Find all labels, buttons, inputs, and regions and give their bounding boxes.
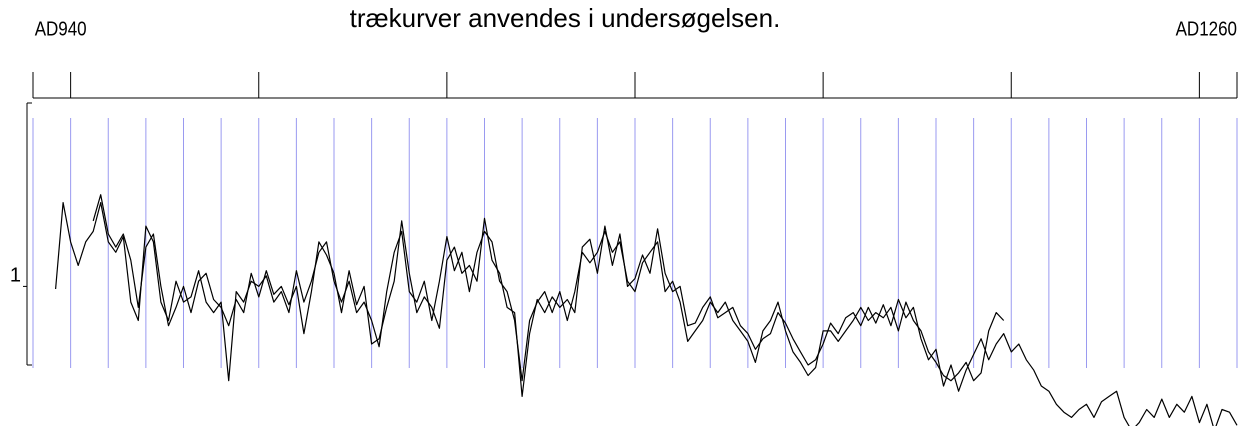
y-tick-label: 1 xyxy=(10,265,21,287)
data-line xyxy=(55,202,1005,382)
chart-title: trækurver anvendes i undersøgelsen. xyxy=(350,3,781,33)
x-tick-label: AD940 xyxy=(35,17,87,40)
data-line xyxy=(92,194,1238,426)
x-tick-label: AD1260 xyxy=(1176,17,1237,40)
